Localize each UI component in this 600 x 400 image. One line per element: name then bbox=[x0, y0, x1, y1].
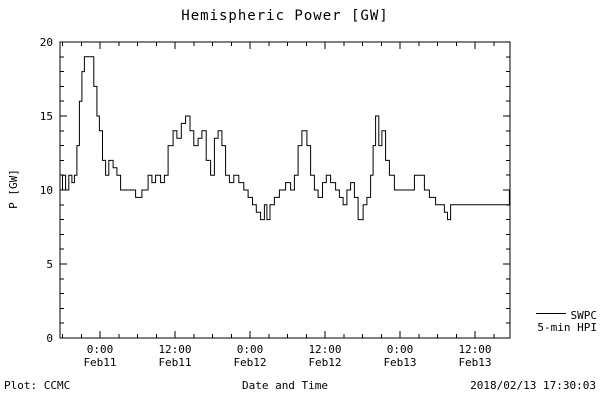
chart-title: Hemispheric Power [GW] bbox=[181, 8, 389, 24]
svg-text:0:00: 0:00 bbox=[87, 343, 114, 356]
timestamp: 2018/02/13 17:30:03 bbox=[470, 379, 596, 392]
svg-text:12:00: 12:00 bbox=[458, 343, 491, 356]
svg-text:0:00: 0:00 bbox=[387, 343, 414, 356]
svg-text:Feb11: Feb11 bbox=[83, 356, 116, 369]
svg-text:0:00: 0:00 bbox=[237, 343, 264, 356]
legend-row-name: SWPC bbox=[535, 309, 598, 322]
svg-text:12:00: 12:00 bbox=[158, 343, 191, 356]
svg-text:Feb11: Feb11 bbox=[158, 356, 191, 369]
svg-text:Feb13: Feb13 bbox=[383, 356, 416, 369]
svg-text:Feb12: Feb12 bbox=[308, 356, 341, 369]
svg-text:Feb12: Feb12 bbox=[233, 356, 266, 369]
legend-series-desc: 5-min HPI bbox=[537, 321, 597, 334]
legend-series-name: SWPC bbox=[570, 309, 598, 322]
svg-text:5: 5 bbox=[46, 258, 53, 271]
svg-text:20: 20 bbox=[40, 36, 53, 49]
credit-text: Plot: CCMC bbox=[4, 379, 71, 392]
svg-text:Feb13: Feb13 bbox=[458, 356, 491, 369]
x-axis-label: Date and Time bbox=[241, 379, 329, 392]
svg-text:0: 0 bbox=[46, 332, 53, 345]
svg-text:15: 15 bbox=[40, 110, 53, 123]
legend-line-sample bbox=[535, 312, 566, 314]
svg-text:10: 10 bbox=[40, 184, 53, 197]
svg-text:12:00: 12:00 bbox=[308, 343, 341, 356]
legend: SWPC 5-min HPI bbox=[535, 309, 598, 334]
